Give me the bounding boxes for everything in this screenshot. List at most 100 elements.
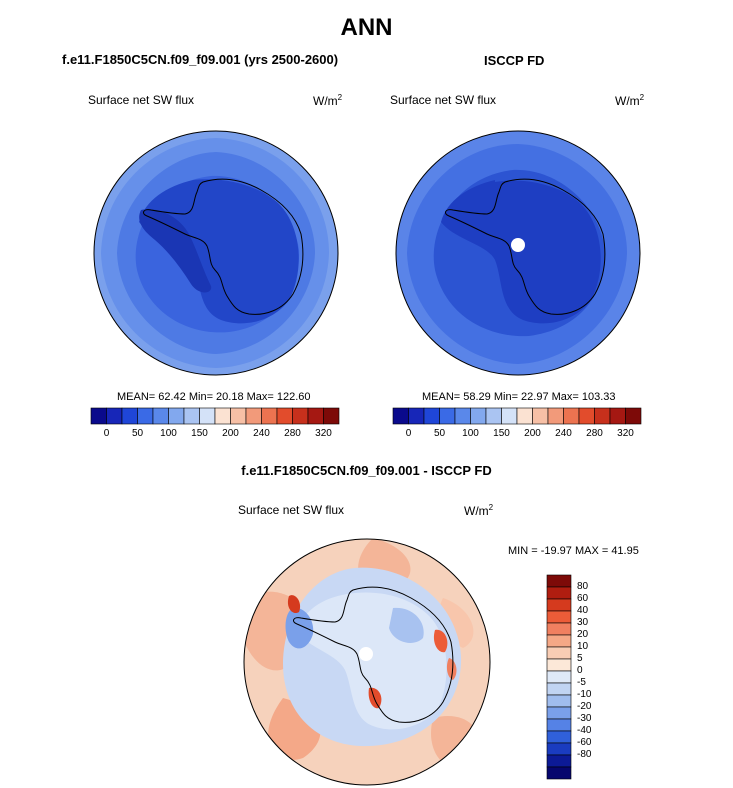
colorbar-swatch [121,407,138,425]
colorbar-tick-label: -30 [577,713,592,724]
right-case-title: ISCCP FD [484,53,545,68]
diff-field-label: Surface net SW flux [238,503,345,517]
colorbar-swatch [516,407,533,425]
colorbar-swatch [625,407,642,425]
colorbar-tick-label: 280 [586,428,603,439]
left-field-label: Surface net SW flux [88,93,195,107]
colorbar-swatch [106,407,123,425]
colorbar-swatch [423,407,440,425]
colorbar-swatch [546,610,572,624]
diff-title: f.e11.F1850C5CN.f09_f09.001 - ISCCP FD [241,463,492,478]
diff-colorbar [546,574,572,780]
colorbar-swatch [563,407,580,425]
right-field-label: Surface net SW flux [390,93,497,107]
colorbar-tick-label: -60 [577,737,592,748]
colorbar-swatch [276,407,293,425]
colorbar-tick-label: 320 [315,428,332,439]
colorbar-swatch [485,407,502,425]
colorbar-tick-label: 0 [577,665,583,676]
diff-units-label: W/m2 [464,503,494,518]
colorbar-tick-label: 150 [493,428,510,439]
colorbar-tick-label: 0 [405,428,412,439]
colorbar-swatch [546,598,572,612]
colorbar-swatch [245,407,262,425]
colorbar-swatch [546,586,572,600]
right-pole-hole [511,238,525,252]
colorbar-tick-label: 200 [524,428,541,439]
colorbar-swatch [408,407,425,425]
colorbar-swatch [547,407,564,425]
right-colorbar-ticks: 0 50 100 150 200 240 280 320 [393,428,641,442]
colorbar-swatch [546,754,572,768]
colorbar-swatch [439,407,456,425]
colorbar-swatch [261,407,278,425]
left-units-label: W/m2 [313,93,343,108]
colorbar-swatch [546,622,572,636]
colorbar-swatch [292,407,309,425]
colorbar-swatch [137,407,154,425]
colorbar-swatch [546,766,572,780]
colorbar-swatch [532,407,549,425]
right-stats: MEAN= 58.29 Min= 22.97 Max= 103.33 [422,391,616,403]
colorbar-swatch [392,407,409,425]
diff-coastline [293,586,454,723]
colorbar-swatch [578,407,595,425]
colorbar-tick-label: 10 [577,641,589,652]
right-coastline [445,178,606,315]
colorbar-tick-label: 50 [131,428,144,439]
colorbar-swatch [470,407,487,425]
colorbar-swatch [183,407,200,425]
colorbar-tick-label: 200 [222,428,239,439]
colorbar-tick-label: 150 [191,428,208,439]
colorbar-tick-label: 240 [253,428,270,439]
colorbar-tick-label: 50 [433,428,446,439]
diff-colorbar-ticks: 80 60 40 30 20 10 5 0 -5 -10 -20 -30 -40 -60 -80 [577,575,617,779]
colorbar-swatch [214,407,231,425]
colorbar-tick-label: 80 [577,581,589,592]
left-polar-map [93,130,339,376]
colorbar-swatch [546,646,572,660]
colorbar-swatch [546,694,572,708]
left-stats: MEAN= 62.42 Min= 20.18 Max= 122.60 [117,391,311,403]
colorbar-tick-label: 240 [555,428,572,439]
colorbar-tick-label: 100 [462,428,479,439]
right-colorbar [392,407,642,425]
colorbar-swatch [546,718,572,732]
colorbar-swatch [199,407,216,425]
colorbar-tick-label: 20 [577,629,589,640]
diff-stats: MIN = -19.97 MAX = 41.95 [508,545,639,557]
colorbar-tick-label: 40 [577,605,589,616]
left-coastline [143,178,304,315]
colorbar-swatch [609,407,626,425]
colorbar-swatch [168,407,185,425]
colorbar-swatch [501,407,518,425]
colorbar-swatch [546,682,572,696]
diff-polar-map [243,538,491,786]
left-case-title: f.e11.F1850C5CN.f09_f09.001 (yrs 2500-26… [62,52,339,67]
colorbar-swatch [546,574,572,588]
colorbar-tick-label: -5 [577,677,586,688]
colorbar-tick-label: -10 [577,689,592,700]
colorbar-tick-label: -40 [577,725,592,736]
colorbar-swatch [90,407,107,425]
colorbar-tick-label: 0 [103,428,110,439]
colorbar-swatch [546,742,572,756]
colorbar-tick-label: 280 [284,428,301,439]
left-colorbar [90,407,340,425]
colorbar-swatch [230,407,247,425]
colorbar-swatch [546,730,572,744]
left-colorbar-ticks: 0 50 100 150 200 240 280 320 [91,428,339,442]
right-polar-map [395,130,641,376]
colorbar-tick-label: 60 [577,593,589,604]
colorbar-tick-label: -20 [577,701,592,712]
colorbar-swatch [546,658,572,672]
colorbar-swatch [594,407,611,425]
colorbar-tick-label: 30 [577,617,589,628]
colorbar-tick-label: 320 [617,428,634,439]
colorbar-swatch [546,634,572,648]
right-units-label: W/m2 [615,93,645,108]
page-title: ANN [340,14,393,41]
colorbar-swatch [454,407,471,425]
colorbar-swatch [152,407,169,425]
colorbar-swatch [307,407,324,425]
